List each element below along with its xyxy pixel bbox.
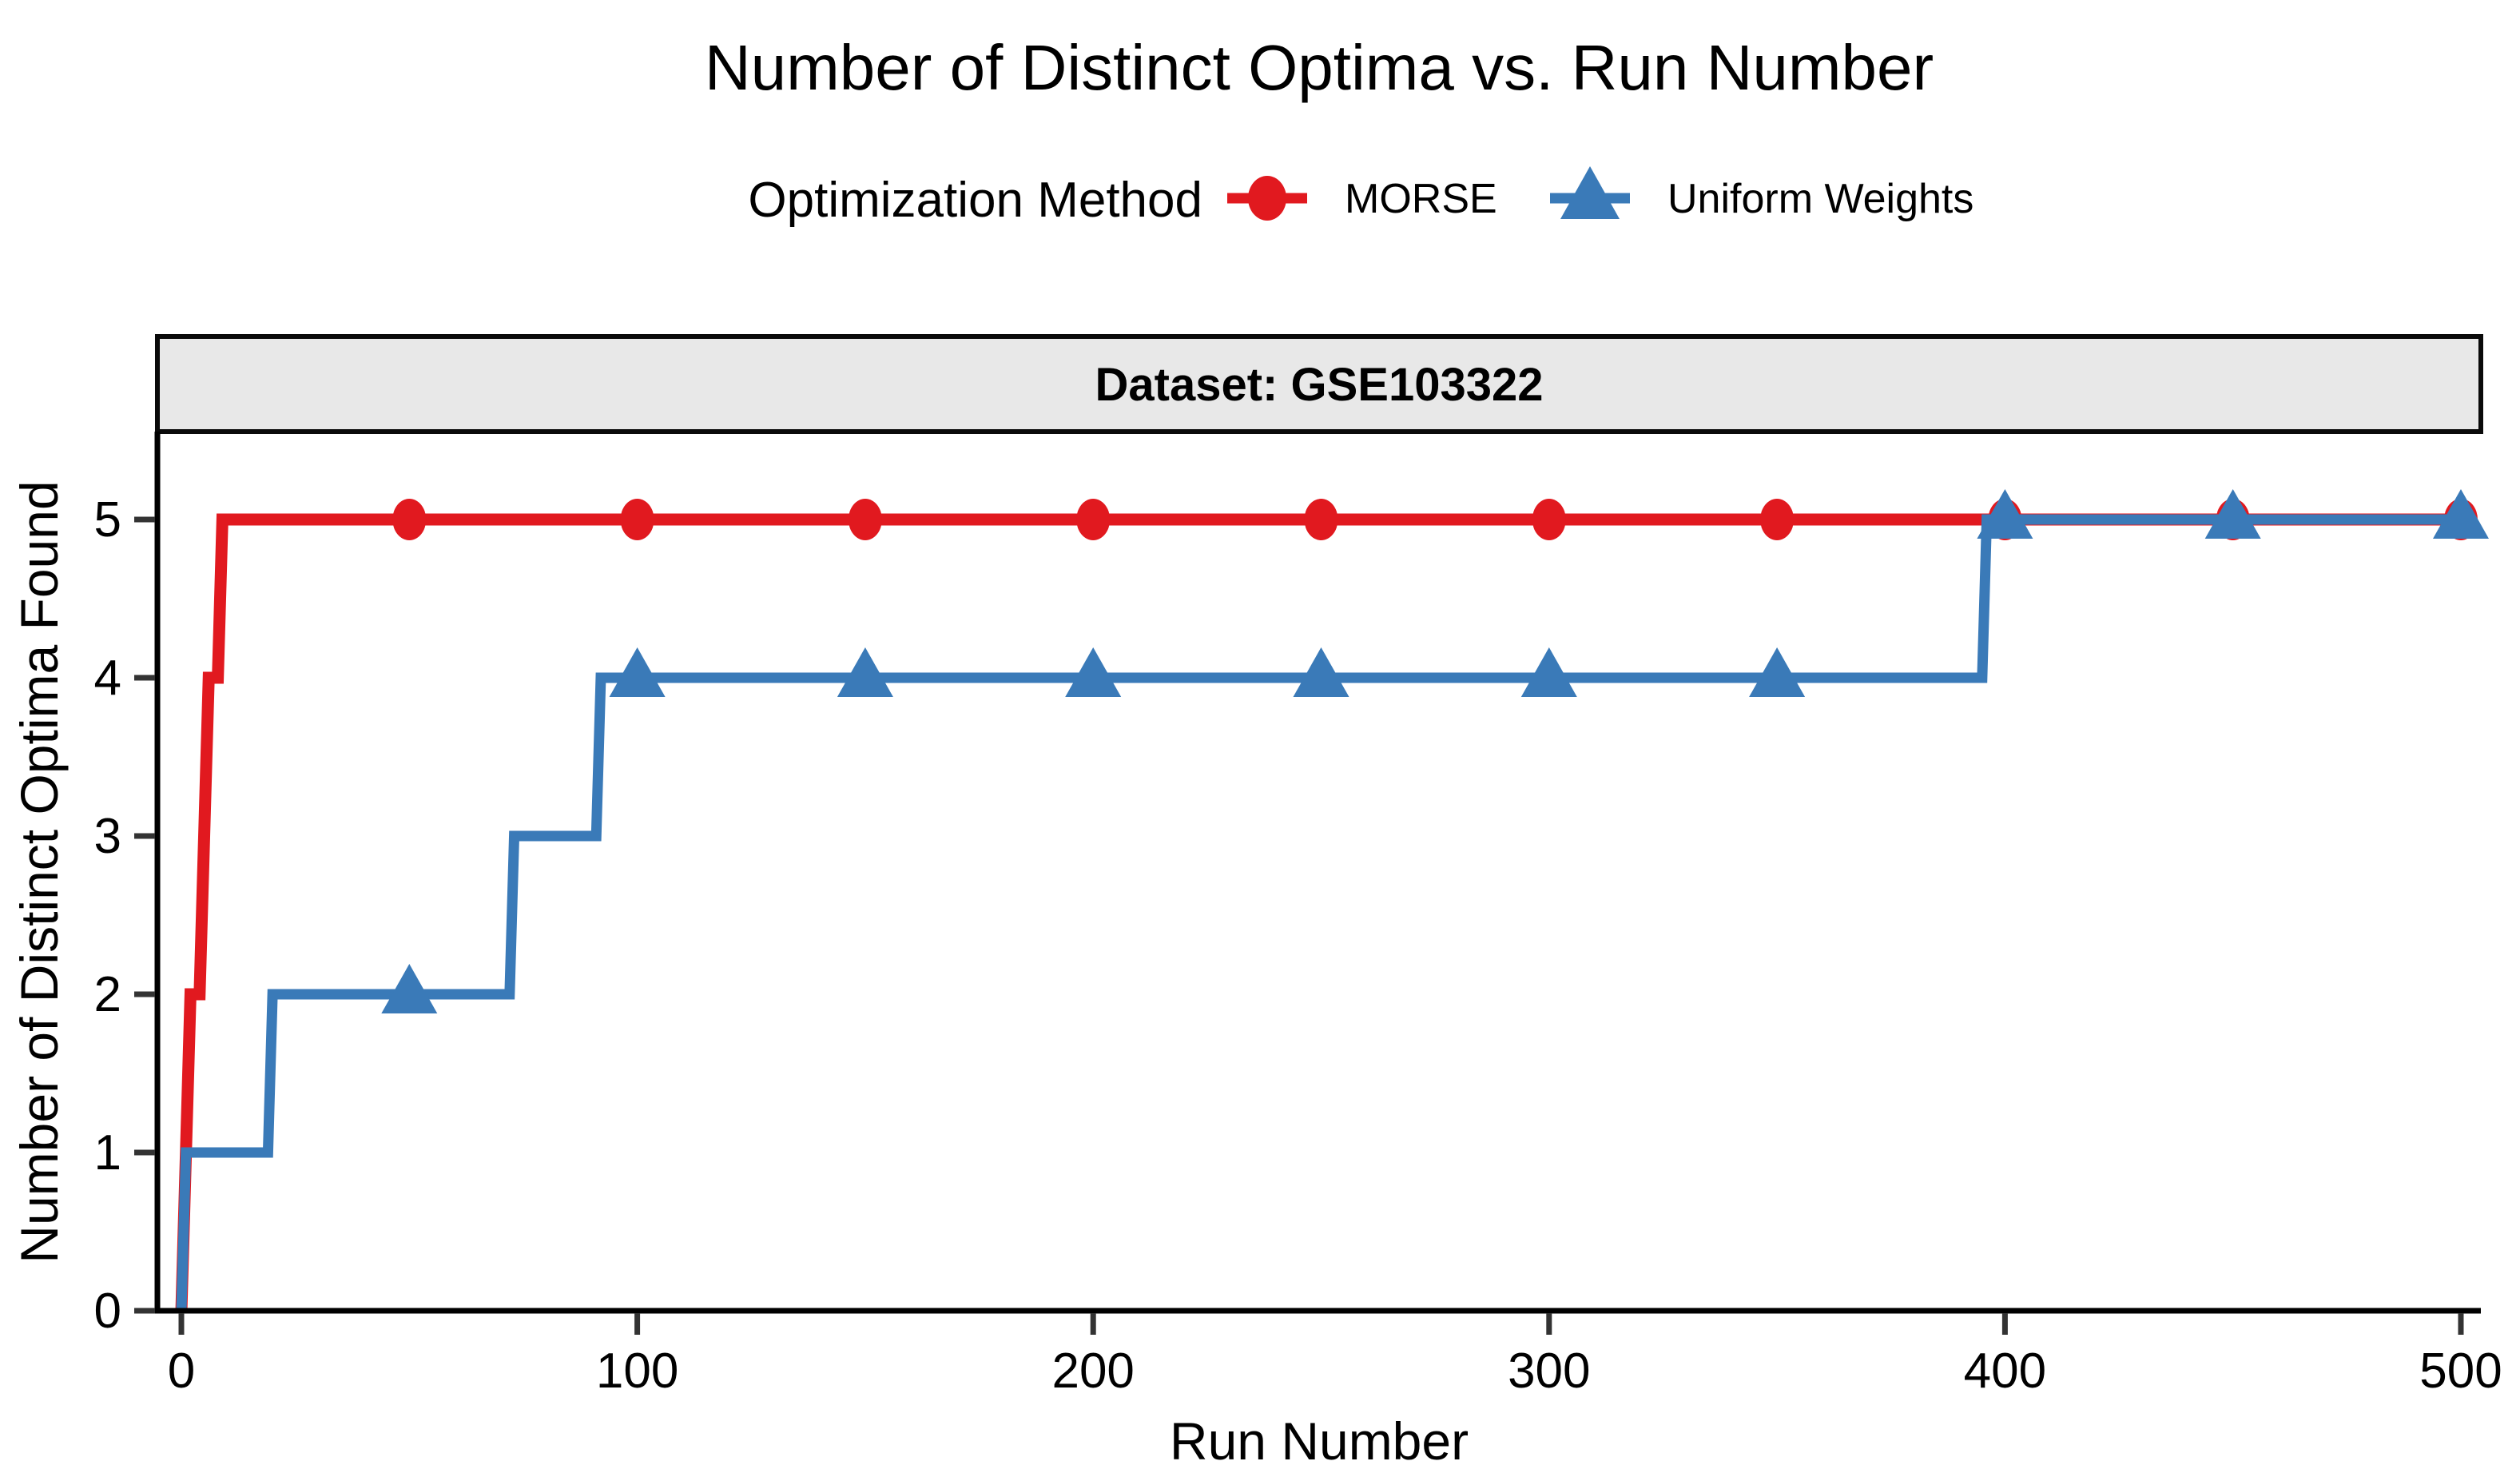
legend-label-uniform-weights: Uniform Weights [1667, 176, 1973, 222]
uniform-weights-marker [2204, 489, 2261, 539]
morse-marker [1760, 499, 1795, 540]
legend-title: Optimization Method [748, 173, 1202, 228]
uniform-weights-marker [2433, 489, 2489, 539]
uniform-weights-key-icon [1560, 166, 1620, 219]
morse-marker [1532, 499, 1566, 540]
morse-key-icon [1248, 176, 1286, 221]
uniform-weights-marker [1749, 647, 1806, 697]
y-axis-title: Number of Distinct Optima Found [10, 480, 69, 1263]
series-morse [175, 499, 2478, 1312]
x-tick-label: 400 [1964, 1344, 2046, 1399]
morse-marker [392, 499, 427, 540]
series-uniform-weights [176, 489, 2489, 1312]
morse-marker [1304, 499, 1338, 540]
x-axis-title: Run Number [1170, 1411, 1469, 1471]
uniform-weights-marker [1065, 647, 1122, 697]
chart-title: Number of Distinct Optima vs. Run Number [705, 32, 1934, 103]
x-axis-ticks: 0 100 200 300 400 500 [168, 1313, 2502, 1399]
morse-marker [848, 499, 882, 540]
x-tick-label: 0 [168, 1344, 195, 1399]
series-layer [175, 489, 2489, 1312]
uniform-weights-marker [609, 647, 666, 697]
y-tick-label: 1 [94, 1125, 121, 1180]
legend-label-morse: MORSE [1345, 176, 1497, 222]
uniform-weights-marker [837, 647, 893, 697]
y-tick-label: 3 [94, 809, 121, 864]
facet-strip-box [155, 334, 2483, 434]
y-tick-label: 0 [94, 1284, 121, 1339]
uniform-weights-line [176, 514, 2461, 1312]
legend-keys [1227, 166, 1630, 221]
morse-line [175, 513, 2461, 1312]
y-tick-label: 2 [94, 967, 121, 1022]
y-tick-label: 4 [94, 651, 121, 706]
morse-marker [620, 499, 654, 540]
uniform-weights-marker [381, 964, 438, 1013]
legend-key-uniform-weights [1550, 166, 1630, 219]
morse-marker [1076, 499, 1111, 540]
x-tick-label: 200 [1051, 1344, 1134, 1399]
x-tick-label: 100 [596, 1344, 678, 1399]
facet-strip: Dataset: GSE103322 [155, 334, 2483, 434]
y-tick-label: 5 [94, 492, 121, 547]
uniform-weights-marker [1977, 489, 2033, 539]
uniform-weights-marker [1520, 647, 1577, 697]
legend-key-morse [1227, 176, 1307, 221]
uniform-weights-marker [1293, 647, 1349, 697]
x-tick-label: 500 [2419, 1344, 2502, 1399]
x-tick-label: 300 [1508, 1344, 1590, 1399]
legend: Optimization Method MORSE Uniform Weight… [748, 166, 1973, 228]
facet-strip-label: Dataset: GSE103322 [1095, 359, 1544, 411]
y-axis-ticks: 0 1 2 3 4 5 [94, 492, 155, 1339]
